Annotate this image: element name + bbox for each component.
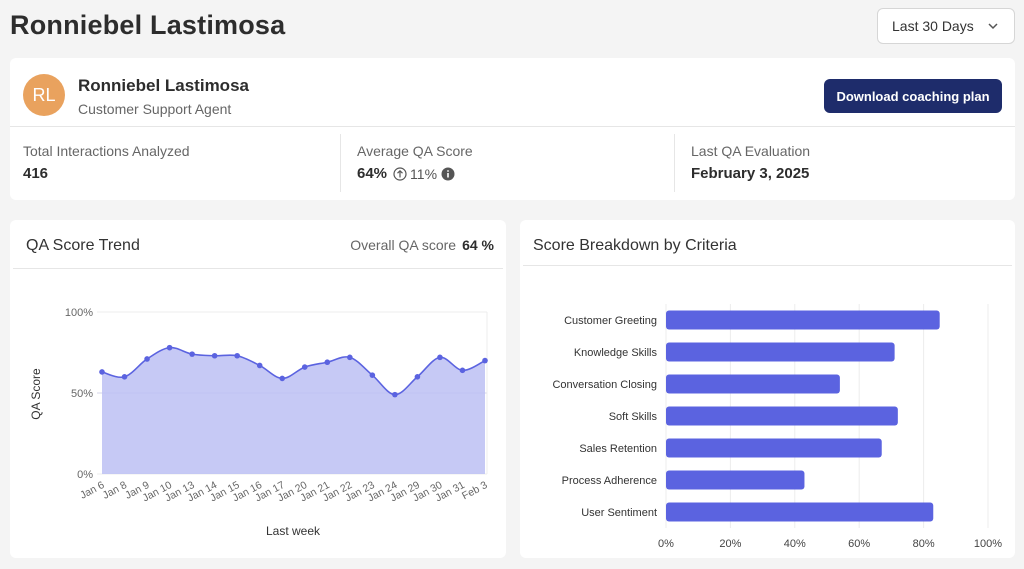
x-tick-label: 40% [784,538,806,550]
category-label: Process Adherence [562,475,657,487]
data-point [369,372,376,378]
chevron-down-icon [988,23,998,30]
agent-role: Customer Support Agent [78,101,232,117]
x-axis-label: Last week [266,524,321,538]
stat-total-interactions: Total Interactions Analyzed 416 [10,134,340,192]
download-coaching-plan-button[interactable]: Download coaching plan [824,79,1002,113]
score-breakdown-panel: Score Breakdown by Criteria 0% 20% 40% 60% 8… [520,220,1015,558]
bar [666,406,898,426]
y-tick-label: 0% [77,469,93,481]
category-label: User Sentiment [581,507,657,519]
x-tick-label: 20% [719,538,741,550]
data-point [166,344,173,351]
score-change: 11% [393,166,437,182]
data-point [324,359,331,366]
agent-name: Ronniebel Lastimosa [78,76,249,95]
bar [666,310,940,330]
y-tick-label: 100% [65,307,93,319]
x-tick-label: 100% [974,538,1002,550]
avatar: RL [23,74,65,116]
date-range-value: Last 30 Days [892,18,974,34]
score-breakdown-chart: 0% 20% 40% 60% 80% 100% Customer Greeting Knowl… [552,304,1002,550]
area-fill [102,347,485,474]
profile-card: RL Ronniebel Lastimosa Customer Support … [10,58,1015,200]
stat-label: Average QA Score [357,143,473,159]
y-axis-label: QA Score [29,368,43,420]
stat-label: Total Interactions Analyzed [23,143,190,159]
stat-value: 64% 11% [357,165,674,182]
data-point [144,356,150,362]
data-point [482,357,488,364]
panel-title: Score Breakdown by Criteria [533,237,737,254]
stat-label: Last QA Evaluation [691,143,811,159]
bar [666,470,805,490]
stat-last-evaluation: Last QA Evaluation February 3, 2025 [678,134,1008,192]
arrow-up-circle-icon [393,166,407,181]
panel-divider [523,265,1012,266]
data-point [211,352,218,359]
category-label: Conversation Closing [552,379,657,391]
x-tick-label: Feb 3 [460,479,489,502]
category-label: Sales Retention [579,443,657,455]
panel-title: QA Score Trend [26,237,140,254]
stat-value: 416 [23,165,49,182]
bar [666,438,882,458]
qa-score-trend-panel: QA Score Trend Overall QA score 64 % 0% 50… [10,220,506,558]
category-label: Soft Skills [609,411,658,423]
data-point [347,354,353,361]
page-title: Ronniebel Lastimosa [10,10,286,40]
info-icon[interactable] [441,167,455,181]
overall-value: 64 % [462,237,494,253]
data-point [437,354,443,361]
stat-separator [340,134,341,192]
data-point [234,352,240,359]
stat-separator [674,134,675,192]
panel-divider [13,268,503,269]
bar [666,342,895,362]
data-point [189,351,195,357]
x-tick-label: 80% [913,538,935,550]
data-point [301,364,308,370]
stat-average-qa-score: Average QA Score 64% 11% [344,134,674,192]
data-point [279,375,286,382]
category-label: Customer Greeting [564,315,657,327]
profile-divider [10,126,1015,127]
category-label: Knowledge Skills [574,347,658,359]
date-range-select[interactable]: Last 30 Days [877,8,1015,44]
bar [666,374,840,394]
data-point [392,391,398,398]
overall-label: Overall QA score [350,237,457,253]
overall-qa-score: Overall QA score 64 % [350,237,494,253]
stat-value: February 3, 2025 [691,165,810,182]
bar [666,502,934,522]
y-tick-label: 50% [71,388,93,400]
data-point [256,362,263,369]
data-point [99,369,105,375]
data-point [121,374,128,380]
data-point [459,367,466,374]
x-tick-label: 60% [848,538,870,550]
x-tick-label: 0% [658,538,674,550]
data-point [414,374,421,380]
